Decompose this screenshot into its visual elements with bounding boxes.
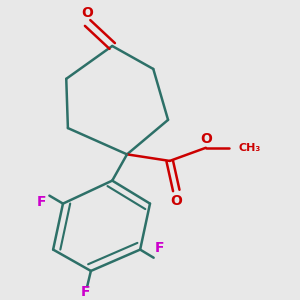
Text: F: F <box>81 285 91 299</box>
Text: F: F <box>155 241 165 255</box>
Text: O: O <box>200 132 212 145</box>
Text: O: O <box>82 6 94 20</box>
Text: CH₃: CH₃ <box>238 143 260 153</box>
Text: F: F <box>37 195 46 209</box>
Text: O: O <box>170 194 182 208</box>
